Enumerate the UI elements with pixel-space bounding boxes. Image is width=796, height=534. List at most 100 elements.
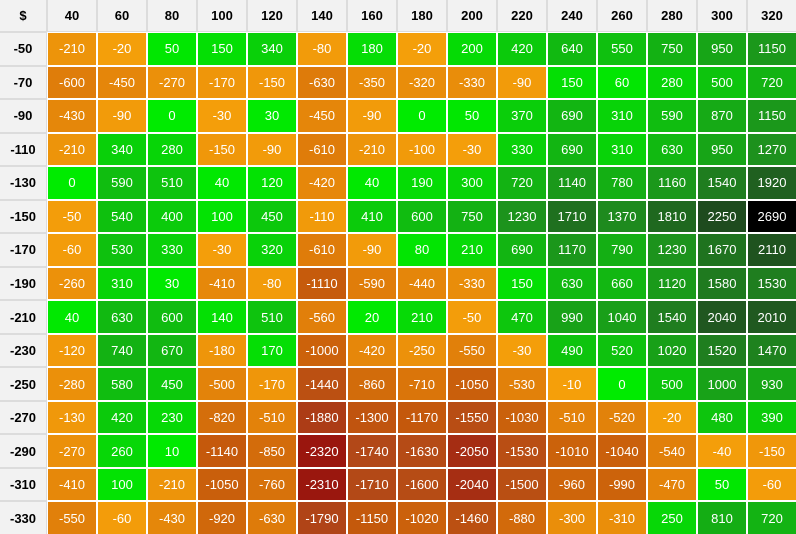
heatmap-cell: -20: [98, 33, 146, 65]
heatmap-cell: 990: [548, 301, 596, 333]
heatmap-cell: -2050: [448, 435, 496, 467]
heatmap-cell: 50: [148, 33, 196, 65]
heatmap-cell: 40: [48, 301, 96, 333]
heatmap-cell: 470: [498, 301, 546, 333]
heatmap-cell: 210: [398, 301, 446, 333]
heatmap-cell: -1790: [298, 502, 346, 534]
heatmap-cell: -2320: [298, 435, 346, 467]
heatmap-cell: 950: [698, 33, 746, 65]
heatmap-cell: 40: [348, 167, 396, 199]
heatmap-cell: -60: [748, 468, 796, 501]
heatmap-cell: 150: [198, 33, 246, 65]
heatmap-cell: -90: [498, 66, 546, 99]
heatmap-cell: 330: [498, 133, 546, 166]
heatmap-cell: 630: [548, 267, 596, 300]
heatmap-cell: 190: [398, 167, 446, 199]
heatmap-cell: 1160: [648, 167, 696, 199]
heatmap-cell: 2250: [698, 200, 746, 233]
heatmap-cell: 420: [98, 401, 146, 434]
heatmap-cell: -1140: [198, 435, 246, 467]
row-header: -130: [0, 167, 46, 199]
heatmap-cell: 1230: [648, 234, 696, 266]
heatmap-cell: 630: [98, 301, 146, 333]
heatmap-cell: 310: [98, 267, 146, 300]
heatmap-cell: 250: [648, 502, 696, 534]
heatmap-cell: 1230: [498, 200, 546, 233]
heatmap-cell: -630: [298, 66, 346, 99]
heatmap-cell: 180: [348, 33, 396, 65]
heatmap-cell: 750: [648, 33, 696, 65]
heatmap-cell: 370: [498, 100, 546, 132]
heatmap-cell: 590: [648, 100, 696, 132]
heatmap-cell: 550: [598, 33, 646, 65]
heatmap-cell: 930: [748, 368, 796, 400]
heatmap-cell: -410: [48, 468, 96, 501]
heatmap-cell: 2010: [748, 301, 796, 333]
heatmap-cell: 750: [448, 200, 496, 233]
heatmap-cell: 200: [448, 33, 496, 65]
heatmap-cell: -90: [248, 133, 296, 166]
heatmap-cell: 510: [248, 301, 296, 333]
column-header: 280: [648, 0, 696, 31]
column-header: 260: [598, 0, 646, 31]
heatmap-cell: 390: [748, 401, 796, 434]
column-header: 320: [748, 0, 796, 31]
heatmap-cell: 2040: [698, 301, 746, 333]
heatmap-cell: -710: [398, 368, 446, 400]
heatmap-cell: 1530: [748, 267, 796, 300]
heatmap-cell: -170: [198, 66, 246, 99]
heatmap-cell: -430: [48, 100, 96, 132]
heatmap-cell: -500: [198, 368, 246, 400]
heatmap-cell: -100: [398, 133, 446, 166]
heatmap-cell: 1520: [698, 334, 746, 367]
heatmap-cell: 630: [648, 133, 696, 166]
heatmap-cell: 540: [98, 200, 146, 233]
heatmap-cell: 330: [148, 234, 196, 266]
heatmap-cell: -440: [398, 267, 446, 300]
heatmap-cell: 660: [598, 267, 646, 300]
heatmap-cell: -2040: [448, 468, 496, 501]
heatmap-cell: -1020: [398, 502, 446, 534]
heatmap-cell: 810: [698, 502, 746, 534]
heatmap-cell: -630: [248, 502, 296, 534]
heatmap-cell: -300: [548, 502, 596, 534]
heatmap-cell: -20: [398, 33, 446, 65]
heatmap-cell: 720: [748, 502, 796, 534]
heatmap-cell: 100: [98, 468, 146, 501]
row-header: -290: [0, 435, 46, 467]
heatmap-cell: 520: [598, 334, 646, 367]
heatmap-cell: 30: [148, 267, 196, 300]
heatmap-cell: 40: [198, 167, 246, 199]
heatmap-cell: -20: [648, 401, 696, 434]
heatmap-cell: 20: [348, 301, 396, 333]
heatmap-cell: 1150: [748, 100, 796, 132]
heatmap-cell: -30: [198, 234, 246, 266]
row-header: -250: [0, 368, 46, 400]
heatmap-cell: 2690: [748, 200, 796, 233]
heatmap-cell: 140: [198, 301, 246, 333]
heatmap-cell: 690: [498, 234, 546, 266]
heatmap-cell: -820: [198, 401, 246, 434]
heatmap-cell: -40: [698, 435, 746, 467]
heatmap-cell: 870: [698, 100, 746, 132]
heatmap-cell: 720: [748, 66, 796, 99]
row-header: -210: [0, 301, 46, 333]
heatmap-cell: 60: [598, 66, 646, 99]
heatmap-cell: 210: [448, 234, 496, 266]
heatmap-cell: 1000: [698, 368, 746, 400]
heatmap-cell: -130: [48, 401, 96, 434]
heatmap-cell: 450: [148, 368, 196, 400]
heatmap-cell: 340: [98, 133, 146, 166]
heatmap-cell: 310: [598, 100, 646, 132]
heatmap-cell: -1440: [298, 368, 346, 400]
row-header: -190: [0, 267, 46, 300]
heatmap-cell: -1880: [298, 401, 346, 434]
heatmap-cell: 950: [698, 133, 746, 166]
heatmap-cell: 690: [548, 133, 596, 166]
heatmap-cell: -1030: [498, 401, 546, 434]
heatmap-cell: -850: [248, 435, 296, 467]
row-header: -170: [0, 234, 46, 266]
column-header: 100: [198, 0, 246, 31]
heatmap-cell: 1920: [748, 167, 796, 199]
heatmap-cell: 120: [248, 167, 296, 199]
